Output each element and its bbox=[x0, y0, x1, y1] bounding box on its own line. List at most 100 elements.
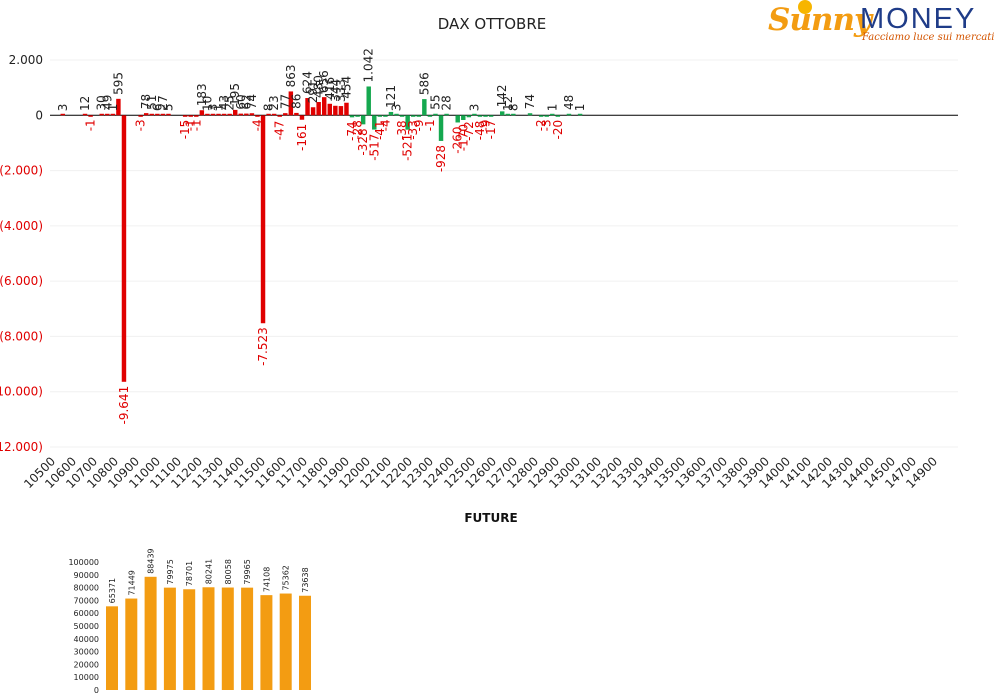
dax-bar bbox=[477, 115, 483, 117]
dax-bar bbox=[194, 115, 199, 117]
dax-bar bbox=[99, 113, 104, 116]
dax-bar bbox=[283, 113, 288, 116]
dax-bar bbox=[210, 113, 216, 116]
dax-bar bbox=[260, 115, 266, 324]
dax-bar bbox=[327, 103, 333, 116]
data-label: 3 bbox=[206, 104, 220, 112]
future-y-tick-label: 40000 bbox=[74, 635, 99, 644]
data-label: -9.641 bbox=[117, 386, 131, 425]
data-label: 74 bbox=[245, 94, 259, 109]
future-y-tick-label: 50000 bbox=[74, 622, 99, 631]
dax-bar bbox=[333, 105, 338, 116]
dax-bar bbox=[461, 115, 466, 120]
data-label: -15 bbox=[178, 120, 192, 140]
future-data-label: 79965 bbox=[243, 559, 252, 584]
data-label: 480 bbox=[312, 75, 326, 98]
data-label: -48 bbox=[473, 121, 487, 141]
dax-bar bbox=[121, 115, 127, 382]
data-label: 12 bbox=[78, 96, 92, 111]
dax-bar bbox=[544, 115, 549, 117]
dax-bar bbox=[555, 115, 561, 117]
dax-bar bbox=[110, 113, 116, 116]
data-label: 55 bbox=[428, 94, 442, 109]
data-label: -2 bbox=[534, 119, 548, 131]
data-label: -28 bbox=[351, 120, 365, 140]
future-bar bbox=[260, 595, 273, 690]
dax-bar bbox=[105, 113, 110, 116]
dax-bar bbox=[266, 113, 271, 116]
dax-bar bbox=[483, 115, 488, 117]
data-label: 48 bbox=[562, 95, 576, 110]
dax-bar bbox=[88, 115, 93, 117]
y-tick-label: (4.000) bbox=[0, 219, 43, 233]
data-label: 333 bbox=[334, 79, 348, 102]
data-label: 60 bbox=[234, 94, 248, 109]
dax-ottobre-chart: DAX OTTOBRE 3 12-130491595-9.641-37851627… bbox=[0, 15, 958, 491]
data-label: 77 bbox=[278, 94, 292, 109]
data-label: 49 bbox=[100, 95, 114, 110]
dax-bar bbox=[166, 113, 171, 116]
data-label: -9 bbox=[412, 120, 426, 132]
data-label: 51 bbox=[145, 95, 159, 110]
dax-bar bbox=[277, 115, 282, 117]
dax-bar bbox=[399, 115, 405, 117]
dax-bar bbox=[444, 113, 449, 116]
dax-bar bbox=[160, 113, 166, 116]
dax-bar bbox=[188, 115, 193, 117]
data-label: 1 bbox=[545, 104, 559, 112]
data-label: 6 bbox=[150, 103, 164, 111]
data-label: 656 bbox=[317, 70, 331, 93]
data-label: 1 bbox=[573, 104, 587, 112]
future-y-tick-label: 20000 bbox=[74, 660, 99, 669]
dax-bar bbox=[383, 115, 388, 117]
dax-bar bbox=[149, 113, 155, 116]
data-label: -1 bbox=[84, 119, 98, 131]
dax-bar bbox=[305, 98, 310, 116]
data-label: 23 bbox=[267, 95, 281, 110]
future-bar bbox=[202, 587, 215, 690]
data-label: 3 bbox=[390, 104, 404, 112]
data-label: -161 bbox=[295, 124, 309, 151]
dax-bar bbox=[405, 115, 410, 130]
data-label: -3 bbox=[134, 119, 148, 131]
dax-bar bbox=[472, 113, 477, 116]
data-label: 74 bbox=[523, 94, 537, 109]
sunny-money-logo: Sunny MONEY Facciamo luce sui mercati bbox=[766, 0, 998, 48]
y-tick-label: 2.000 bbox=[9, 53, 43, 67]
data-label: 3 bbox=[56, 104, 70, 112]
data-label: -328 bbox=[356, 128, 370, 155]
future-data-label: 73638 bbox=[301, 567, 310, 592]
dax-bar bbox=[538, 115, 544, 117]
data-label: 1 bbox=[106, 104, 120, 112]
dax-bar bbox=[394, 113, 399, 116]
future-bar bbox=[163, 587, 176, 690]
logo-tagline: Facciamo luce sui mercati bbox=[862, 32, 995, 43]
data-label: 78 bbox=[139, 94, 153, 109]
data-label: 142 bbox=[495, 84, 509, 107]
data-label: -47 bbox=[273, 121, 287, 141]
data-label: -20 bbox=[551, 120, 565, 140]
dax-bar bbox=[550, 113, 555, 116]
data-label: 10 bbox=[200, 96, 214, 111]
dax-bar bbox=[344, 102, 349, 116]
future-data-label: 78701 bbox=[185, 561, 194, 586]
future-title: FUTURE bbox=[464, 511, 517, 525]
future-y-tick-label: 0 bbox=[94, 686, 99, 695]
dax-bar bbox=[321, 97, 327, 116]
future-bar bbox=[299, 595, 311, 690]
dax-bar bbox=[316, 102, 321, 116]
data-label: 344 bbox=[328, 79, 342, 102]
data-label: -4 bbox=[378, 119, 392, 131]
dax-bar bbox=[488, 115, 494, 117]
dax-bar bbox=[232, 109, 238, 116]
dax-bar bbox=[182, 115, 188, 117]
data-label: -7.523 bbox=[256, 327, 270, 366]
data-label: 86 bbox=[289, 94, 303, 109]
future-bar bbox=[125, 598, 138, 690]
data-label: 586 bbox=[417, 72, 431, 95]
future-y-tick-label: 70000 bbox=[74, 596, 99, 605]
data-label: 595 bbox=[111, 72, 125, 95]
data-label: 62 bbox=[239, 94, 253, 109]
dax-bar bbox=[422, 99, 427, 116]
dax-bar bbox=[238, 113, 244, 116]
